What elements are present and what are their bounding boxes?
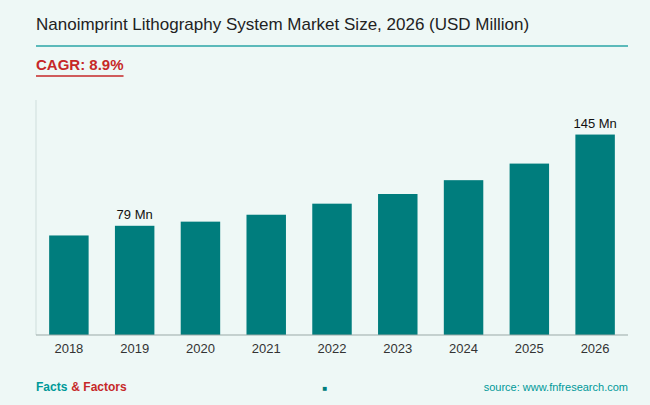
x-tick-label: 2018	[54, 341, 83, 356]
subtitle-underline	[36, 75, 124, 77]
x-tick-label: 2025	[515, 341, 544, 356]
bar	[378, 194, 417, 335]
logo-text: & Factors	[71, 380, 127, 394]
x-tick-label: 2024	[449, 341, 478, 356]
bar	[115, 226, 154, 335]
bar	[444, 180, 483, 335]
x-tick-label: 2019	[120, 341, 149, 356]
bar	[510, 164, 549, 335]
subtitle: CAGR: 8.9%	[36, 56, 124, 73]
title: Nanoimprint Lithography System Market Si…	[36, 15, 529, 34]
title-rule	[36, 45, 628, 47]
chart-container: Nanoimprint Lithography System Market Si…	[0, 0, 650, 405]
source-note: source: www.fnfresearch.com	[484, 381, 628, 393]
bar	[246, 215, 285, 335]
y-axis-line	[36, 100, 37, 335]
bar	[49, 235, 88, 335]
x-axis-line	[36, 335, 628, 336]
bar-annotation: 79 Mn	[117, 207, 153, 222]
bar-annotation: 145 Mn	[573, 116, 616, 131]
bar	[575, 135, 614, 335]
background	[0, 0, 650, 405]
x-tick-label: 2020	[186, 341, 215, 356]
bars	[49, 135, 615, 335]
x-tick-label: 2022	[318, 341, 347, 356]
x-tick-label: 2021	[252, 341, 281, 356]
bar	[181, 222, 220, 335]
bar	[312, 204, 351, 335]
x-tick-label: 2023	[383, 341, 412, 356]
footer-mark: ■	[323, 384, 328, 393]
x-tick-label: 2026	[581, 341, 610, 356]
logo-text: Facts	[36, 380, 68, 394]
chart: Nanoimprint Lithography System Market Si…	[0, 0, 650, 405]
